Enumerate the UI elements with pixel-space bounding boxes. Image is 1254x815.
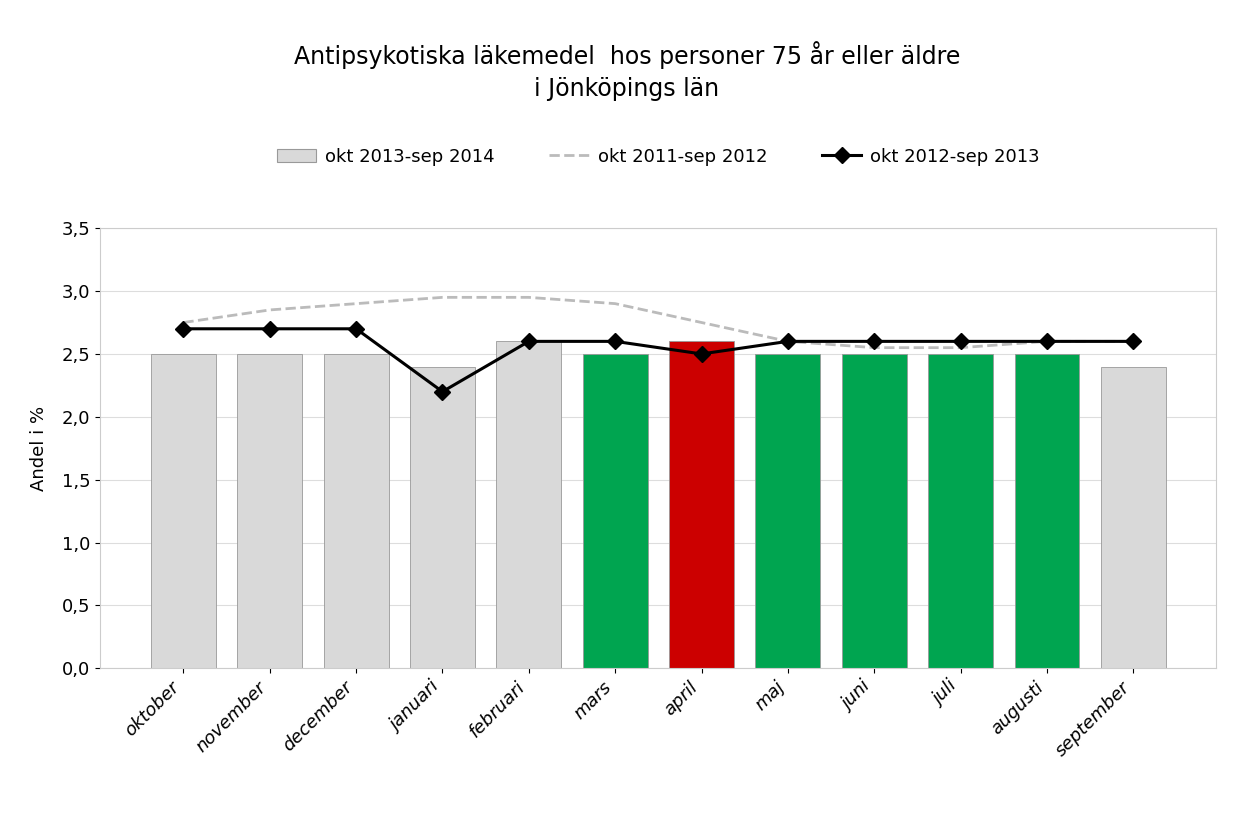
Legend: okt 2013-sep 2014, okt 2011-sep 2012, okt 2012-sep 2013: okt 2013-sep 2014, okt 2011-sep 2012, ok… bbox=[270, 140, 1047, 173]
Bar bbox=[324, 354, 389, 668]
Text: Antipsykotiska läkemedel  hos personer 75 år eller äldre: Antipsykotiska läkemedel hos personer 75… bbox=[293, 41, 961, 68]
Bar bbox=[237, 354, 302, 668]
Bar bbox=[583, 354, 647, 668]
Bar bbox=[150, 354, 216, 668]
Bar bbox=[410, 367, 475, 668]
Bar bbox=[928, 354, 993, 668]
Bar bbox=[841, 354, 907, 668]
Bar bbox=[755, 354, 820, 668]
Bar bbox=[1014, 354, 1080, 668]
Bar bbox=[1101, 367, 1166, 668]
Y-axis label: Andel i %: Andel i % bbox=[30, 406, 48, 491]
Bar bbox=[497, 341, 562, 668]
Bar bbox=[670, 341, 734, 668]
Text: i Jönköpings län: i Jönköpings län bbox=[534, 77, 720, 101]
